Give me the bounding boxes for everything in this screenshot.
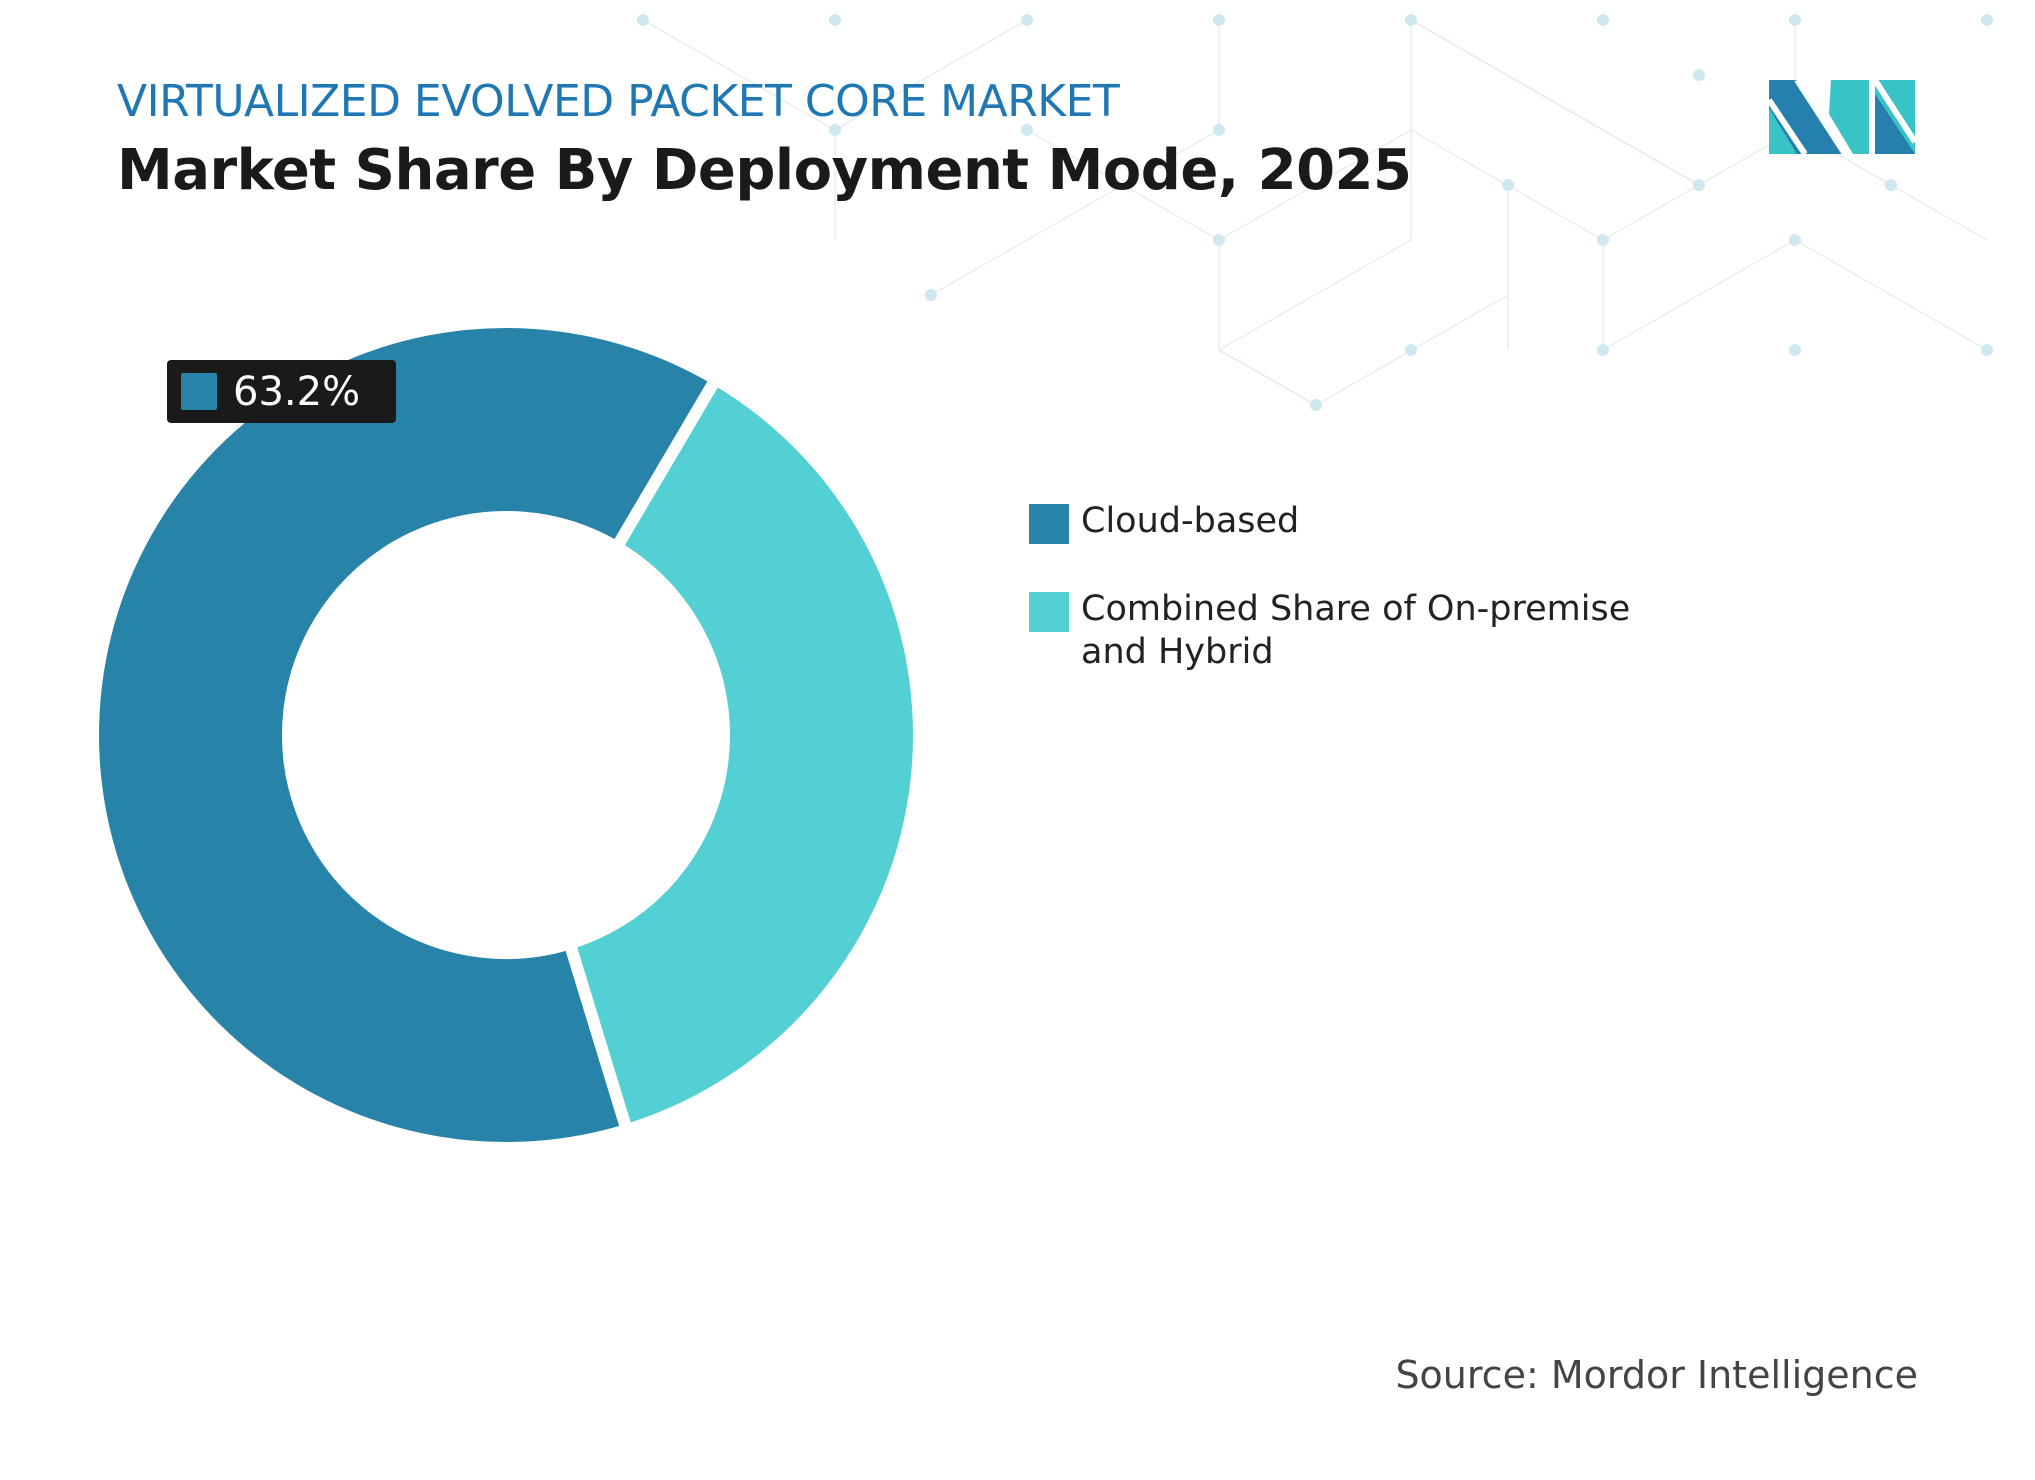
chart-subtitle: VIRTUALIZED EVOLVED PACKET CORE MARKET [117, 76, 1120, 127]
legend: Cloud-based Combined Share of On-premise… [1029, 500, 1681, 718]
legend-swatch [1029, 504, 1069, 544]
mordor-intelligence-logo [1769, 80, 1915, 154]
data-label-text: 63.2% [233, 368, 361, 415]
legend-label: Cloud-based [1081, 501, 1300, 541]
source-note: Source: Mordor Intelligence [1395, 1353, 1918, 1397]
legend-item-on-premise-hybrid: Combined Share of On-premise and Hybrid [1029, 588, 1681, 674]
donut-slice-1 [87, 315, 724, 1154]
legend-swatch [1029, 592, 1069, 632]
data-label-swatch [181, 373, 217, 410]
legend-item-cloud-based: Cloud-based [1029, 500, 1681, 544]
data-label-cloud-based: 63.2% [167, 360, 396, 423]
donut-slice-2 [562, 370, 925, 1138]
chart-title: Market Share By Deployment Mode, 2025 [117, 138, 1412, 203]
legend-label: Combined Share of On-premise and Hybrid [1081, 589, 1631, 672]
